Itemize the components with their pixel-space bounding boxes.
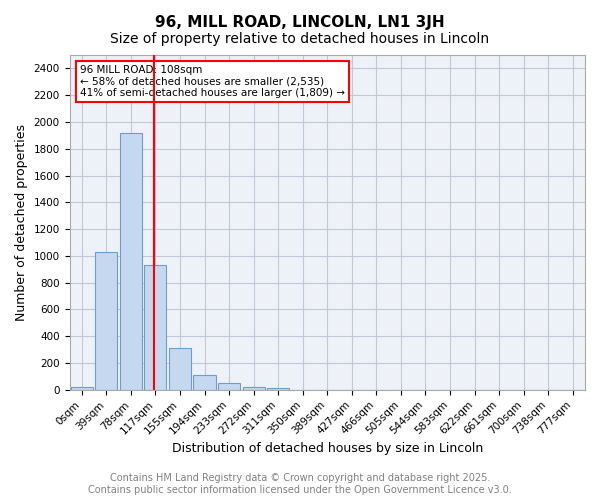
Text: 96, MILL ROAD, LINCOLN, LN1 3JH: 96, MILL ROAD, LINCOLN, LN1 3JH	[155, 15, 445, 30]
Text: Size of property relative to detached houses in Lincoln: Size of property relative to detached ho…	[110, 32, 490, 46]
Bar	[145, 266, 166, 390]
Text: 96 MILL ROAD: 108sqm
← 58% of detached houses are smaller (2,535)
41% of semi-de: 96 MILL ROAD: 108sqm ← 58% of detached h…	[80, 65, 345, 98]
Bar	[120, 132, 142, 390]
Bar	[169, 348, 191, 390]
Bar	[242, 386, 265, 390]
Bar	[95, 252, 118, 390]
Y-axis label: Number of detached properties: Number of detached properties	[15, 124, 28, 321]
Text: Contains HM Land Registry data © Crown copyright and database right 2025.
Contai: Contains HM Land Registry data © Crown c…	[88, 474, 512, 495]
Bar	[71, 387, 93, 390]
Bar	[267, 388, 289, 390]
Bar	[218, 383, 240, 390]
X-axis label: Distribution of detached houses by size in Lincoln: Distribution of detached houses by size …	[172, 442, 483, 455]
Bar	[193, 375, 215, 390]
